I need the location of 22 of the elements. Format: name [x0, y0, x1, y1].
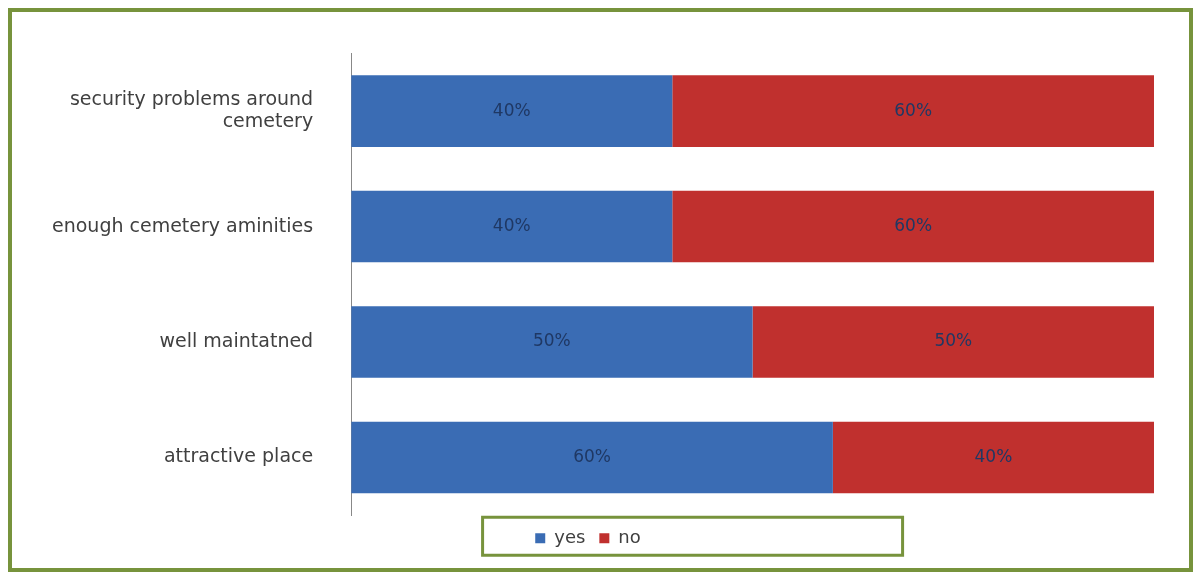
data-label: 60% [573, 445, 611, 466]
data-label: 40% [492, 215, 531, 235]
y-tick-label: attractive place [163, 444, 314, 467]
data-label: 60% [894, 215, 933, 235]
data-label: 40% [974, 445, 1013, 466]
data-label: 50% [934, 330, 973, 351]
legend-label: yes [554, 525, 586, 547]
y-tick-label: security problems around cemetery [69, 86, 314, 132]
y-tick-label: enough cemetery aminities [51, 213, 314, 236]
bar [351, 190, 673, 263]
y-tick-label: well maintatned [159, 328, 314, 351]
bar [351, 75, 673, 147]
data-label: 40% [492, 99, 531, 120]
data-label: 50% [532, 330, 571, 351]
data-label: 60% [894, 99, 933, 120]
bar [351, 306, 753, 378]
bar [752, 306, 1154, 378]
bar [672, 75, 1154, 147]
bar [672, 190, 1154, 263]
legend-label: no [618, 525, 641, 547]
bar [832, 421, 1154, 494]
bar [351, 421, 833, 494]
